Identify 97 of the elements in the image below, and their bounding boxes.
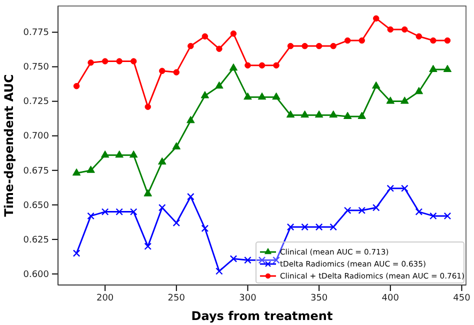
point xyxy=(358,206,366,214)
point xyxy=(400,96,409,104)
point xyxy=(344,37,351,44)
point xyxy=(200,91,210,98)
point xyxy=(229,63,238,71)
y-tick-label: 0.650 xyxy=(23,200,50,211)
x-tick-label: 350 xyxy=(310,293,328,304)
point xyxy=(215,81,224,89)
y-tick-label: 0.775 xyxy=(23,28,49,38)
point xyxy=(230,255,238,262)
point xyxy=(144,242,152,250)
point xyxy=(159,68,166,74)
point xyxy=(387,26,394,33)
x-tick-label: 450 xyxy=(453,293,471,304)
y-tick-label: 0.725 xyxy=(23,97,49,108)
y-tick-label: 0.675 xyxy=(23,166,49,176)
point xyxy=(86,166,95,173)
point xyxy=(158,157,166,165)
point xyxy=(386,184,394,192)
point xyxy=(244,92,252,100)
point xyxy=(444,37,451,44)
point xyxy=(430,37,436,44)
point xyxy=(314,110,324,118)
point xyxy=(416,33,422,40)
point xyxy=(88,60,94,66)
point xyxy=(72,168,81,176)
point xyxy=(116,208,123,216)
point xyxy=(329,110,338,118)
point xyxy=(272,92,280,100)
point xyxy=(402,26,408,33)
x-tick-label: 200 xyxy=(96,293,114,304)
point xyxy=(187,192,194,200)
point xyxy=(358,112,366,119)
y-tick-label: 0.750 xyxy=(23,62,50,73)
point xyxy=(216,46,222,52)
point xyxy=(115,150,124,158)
point xyxy=(258,62,266,69)
point xyxy=(302,42,308,50)
point xyxy=(258,92,266,100)
point xyxy=(101,208,109,216)
x-tick-label: 300 xyxy=(239,293,257,304)
x-axis-title: Days from treatment xyxy=(191,309,333,323)
point xyxy=(230,30,237,37)
point xyxy=(372,204,380,212)
point xyxy=(273,62,280,69)
point xyxy=(429,64,438,72)
point xyxy=(102,58,108,64)
point xyxy=(172,219,180,226)
x-tick-label: 400 xyxy=(382,293,400,304)
point xyxy=(330,223,337,231)
point xyxy=(129,150,138,158)
point xyxy=(130,58,137,64)
point xyxy=(216,268,223,275)
point xyxy=(386,96,395,104)
point xyxy=(301,223,308,231)
point xyxy=(315,223,323,231)
point xyxy=(87,212,94,220)
point xyxy=(330,42,336,50)
point xyxy=(186,116,195,124)
point xyxy=(172,142,181,150)
point xyxy=(272,256,280,264)
point xyxy=(414,86,424,94)
x-tick-label: 250 xyxy=(168,293,186,304)
point xyxy=(202,33,208,40)
point xyxy=(116,58,122,64)
point xyxy=(444,212,452,220)
point xyxy=(430,212,437,220)
point xyxy=(130,208,138,216)
y-tick-label: 0.600 xyxy=(23,270,50,280)
point xyxy=(158,204,166,212)
point xyxy=(72,250,80,257)
point xyxy=(300,110,309,118)
point xyxy=(188,42,194,50)
point xyxy=(443,64,452,72)
point xyxy=(401,184,408,192)
point xyxy=(343,112,352,119)
point xyxy=(100,150,110,158)
point xyxy=(286,223,294,231)
point xyxy=(173,69,180,76)
point xyxy=(201,224,209,232)
point xyxy=(415,208,423,216)
point xyxy=(244,256,252,264)
point xyxy=(258,256,266,264)
point xyxy=(358,37,365,44)
point xyxy=(286,110,295,118)
point xyxy=(73,82,80,90)
point xyxy=(373,15,380,22)
point xyxy=(244,62,251,69)
y-tick-label: 0.700 xyxy=(23,132,50,142)
y-axis-title: Time-dependent AUC xyxy=(2,74,16,217)
point xyxy=(287,42,294,50)
y-tick-label: 0.625 xyxy=(23,235,49,246)
point xyxy=(144,189,152,196)
point xyxy=(344,206,352,214)
point xyxy=(316,42,322,50)
point xyxy=(144,104,151,110)
point xyxy=(372,81,380,89)
